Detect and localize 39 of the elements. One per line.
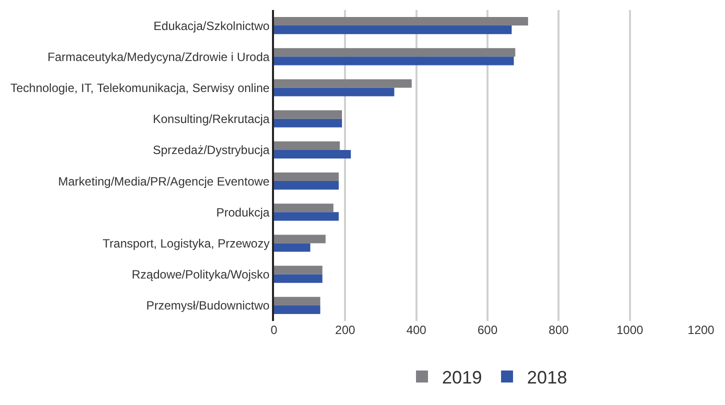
legend-label: 2019 — [442, 368, 482, 388]
x-tick-label: 400 — [406, 323, 427, 337]
x-tick-label: 600 — [477, 323, 498, 337]
y-tick-label: Marketing/Media/PR/Agencje Eventowe — [58, 174, 270, 188]
y-tick-label: Farmaceutyka/Medycyna/Zdrowie i Uroda — [48, 50, 270, 64]
bar — [274, 17, 528, 26]
bar — [274, 118, 342, 128]
y-tick-label: Transport, Logistyka, Przewozy — [102, 236, 270, 250]
x-tick-label: 200 — [335, 323, 356, 337]
x-tick-label: 1200 — [688, 323, 715, 337]
bar — [274, 79, 412, 88]
bar — [274, 266, 322, 274]
y-tick-label: Konsulting/Rekrutacja — [152, 112, 270, 126]
bar — [274, 110, 342, 119]
bar — [274, 26, 512, 34]
bar — [274, 234, 326, 244]
x-tick-label: 1000 — [616, 323, 644, 337]
bar — [274, 172, 339, 182]
bar — [274, 274, 322, 283]
x-tick-label: 800 — [548, 323, 569, 337]
y-tick-label: Sprzedaż/Dystrybucja — [152, 143, 270, 158]
bar — [274, 204, 334, 212]
x-tick-label: 0 — [270, 323, 278, 337]
bar — [274, 296, 320, 306]
y-tick-label: Produkcja — [216, 205, 270, 220]
legend-label: 2018 — [527, 368, 568, 388]
bar — [274, 243, 310, 252]
bar — [274, 150, 351, 158]
bar — [274, 305, 320, 314]
bar — [274, 56, 514, 66]
y-tick-label: Rządowe/Polityka/Wojsko — [132, 268, 270, 282]
bar — [274, 48, 516, 57]
y-tick-label: Technologie, IT, Telekomunikacja, Serwisy online — [10, 80, 270, 95]
bar — [274, 88, 394, 96]
bar — [274, 181, 339, 190]
y-tick-label: Edukacja/Szkolnictwo — [154, 18, 270, 33]
bar — [274, 212, 339, 221]
y-tick-label: Przemysł/Budownictwo — [146, 298, 270, 313]
bar — [274, 141, 340, 150]
